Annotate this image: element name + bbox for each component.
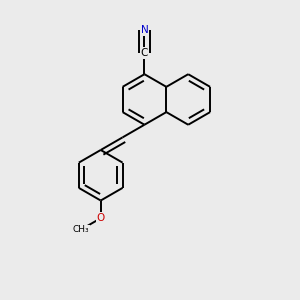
- Text: O: O: [97, 213, 105, 223]
- Text: C: C: [141, 48, 148, 58]
- Text: CH₃: CH₃: [73, 225, 89, 234]
- Text: N: N: [141, 25, 148, 35]
